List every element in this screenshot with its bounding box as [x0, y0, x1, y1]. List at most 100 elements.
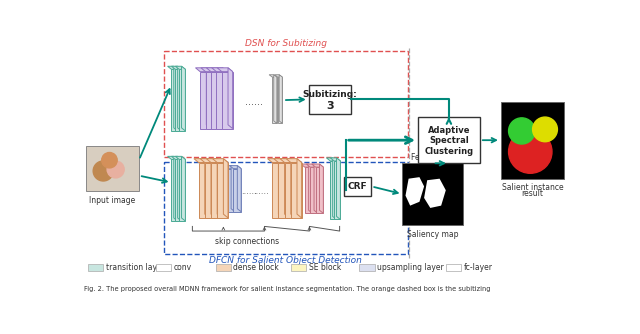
Polygon shape [291, 163, 301, 218]
Polygon shape [330, 161, 337, 219]
Polygon shape [212, 68, 227, 72]
Polygon shape [334, 161, 340, 219]
Polygon shape [175, 69, 182, 131]
Bar [216, 264, 231, 271]
Polygon shape [285, 163, 296, 218]
Polygon shape [222, 72, 233, 129]
Polygon shape [268, 159, 283, 163]
Polygon shape [212, 68, 216, 129]
Polygon shape [314, 164, 318, 213]
Polygon shape [228, 68, 233, 129]
Polygon shape [237, 166, 241, 212]
Polygon shape [182, 156, 186, 221]
Circle shape [509, 118, 535, 144]
Polygon shape [206, 68, 211, 129]
Polygon shape [230, 166, 241, 169]
Bar [291, 264, 307, 271]
Polygon shape [269, 75, 277, 77]
Polygon shape [274, 75, 277, 123]
Text: CRF: CRF [348, 182, 367, 191]
Circle shape [532, 117, 557, 142]
Polygon shape [286, 159, 301, 163]
Polygon shape [297, 159, 301, 218]
Bar [156, 264, 172, 271]
Polygon shape [211, 159, 216, 218]
Text: transition layer: transition layer [106, 263, 164, 272]
Polygon shape [217, 68, 222, 129]
Text: dense block: dense block [234, 263, 279, 272]
Polygon shape [333, 158, 337, 219]
Text: SE block: SE block [308, 263, 341, 272]
Polygon shape [175, 66, 186, 69]
Polygon shape [200, 159, 216, 163]
Polygon shape [310, 167, 318, 213]
Polygon shape [217, 163, 228, 218]
Text: ......: ...... [253, 187, 268, 196]
Circle shape [93, 161, 113, 181]
Text: Feature map: Feature map [411, 153, 460, 162]
Polygon shape [211, 72, 222, 129]
Polygon shape [174, 66, 178, 131]
Bar [501, 102, 564, 179]
Text: skip connections: skip connections [214, 237, 278, 246]
Polygon shape [179, 159, 186, 221]
Polygon shape [272, 163, 283, 218]
Polygon shape [172, 69, 178, 131]
Polygon shape [172, 159, 178, 221]
Polygon shape [223, 166, 235, 169]
Polygon shape [274, 159, 289, 163]
Polygon shape [168, 66, 178, 69]
Polygon shape [194, 159, 209, 163]
Polygon shape [174, 156, 178, 221]
Polygon shape [319, 164, 323, 213]
Polygon shape [234, 169, 241, 212]
Text: Spectral: Spectral [429, 137, 468, 145]
Polygon shape [291, 159, 296, 218]
Polygon shape [212, 159, 228, 163]
Text: Clustering: Clustering [424, 147, 474, 156]
Text: conv: conv [174, 263, 192, 272]
Polygon shape [312, 164, 323, 167]
Bar [359, 264, 374, 271]
Polygon shape [308, 164, 312, 213]
Polygon shape [178, 156, 182, 221]
Polygon shape [279, 75, 282, 123]
Polygon shape [217, 68, 233, 72]
Polygon shape [198, 163, 209, 218]
Polygon shape [172, 66, 182, 69]
Text: Adaptive: Adaptive [428, 126, 470, 135]
Text: ......: ...... [241, 187, 257, 196]
Polygon shape [424, 179, 446, 208]
Text: result: result [522, 189, 543, 198]
Bar [403, 163, 463, 225]
Polygon shape [330, 158, 340, 161]
Polygon shape [278, 159, 283, 218]
Text: 3: 3 [326, 101, 333, 111]
Bar [164, 162, 408, 254]
Polygon shape [217, 159, 222, 218]
Polygon shape [179, 69, 186, 131]
Polygon shape [216, 72, 227, 129]
Polygon shape [206, 68, 222, 72]
Text: DFCN for Salient Object Detection: DFCN for Salient Object Detection [209, 256, 362, 265]
Text: ......: ...... [245, 97, 264, 107]
Polygon shape [223, 68, 227, 129]
Bar [308, 85, 351, 114]
Polygon shape [206, 159, 222, 163]
Polygon shape [280, 159, 296, 163]
Polygon shape [195, 68, 211, 72]
Polygon shape [337, 158, 340, 219]
Bar [164, 51, 408, 157]
Polygon shape [178, 66, 182, 131]
Polygon shape [223, 159, 228, 218]
Text: upsampling layer: upsampling layer [377, 263, 444, 272]
Polygon shape [205, 72, 216, 129]
Circle shape [509, 130, 552, 173]
Polygon shape [205, 163, 216, 218]
Circle shape [102, 153, 117, 168]
Text: Saliency map: Saliency map [407, 230, 458, 239]
Polygon shape [278, 163, 289, 218]
Circle shape [107, 161, 124, 178]
Polygon shape [205, 159, 209, 218]
Polygon shape [172, 156, 182, 159]
